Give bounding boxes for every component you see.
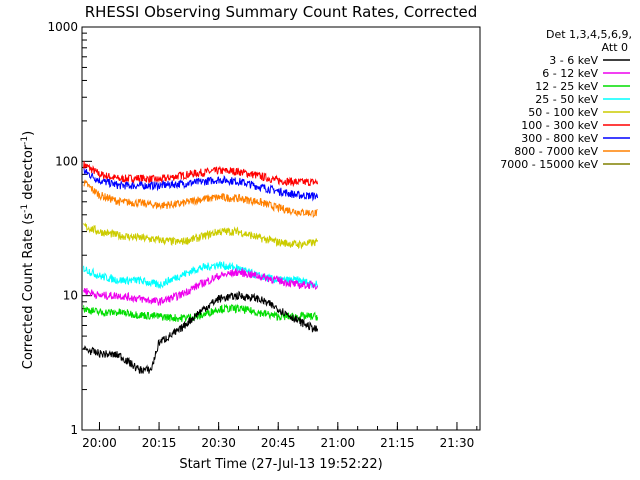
legend-entry-label: 800 - 7000 keV xyxy=(514,145,598,158)
series-line xyxy=(83,267,319,306)
series-line xyxy=(83,168,319,202)
chart-title: RHESSI Observing Summary Count Rates, Co… xyxy=(85,3,478,21)
x-tick-label: 20:00 xyxy=(82,436,117,450)
series-line xyxy=(83,222,319,250)
y-tick-label: 1000 xyxy=(47,20,78,34)
legend-entry-label: 12 - 25 keV xyxy=(535,80,598,93)
legend-entry-label: 6 - 12 keV xyxy=(542,67,598,80)
x-tick-label: 20:45 xyxy=(261,436,296,450)
legend-entry-label: 50 - 100 keV xyxy=(528,106,598,119)
legend-entry-label: 7000 - 15000 keV xyxy=(500,158,598,171)
legend-header-1: Det 1,3,4,5,6,9, xyxy=(546,28,632,41)
x-axis-label: Start Time (27-Jul-13 19:52:22) xyxy=(179,457,382,472)
x-tick-label: 21:00 xyxy=(321,436,356,450)
y-tick-label: 100 xyxy=(55,154,78,168)
series-line xyxy=(83,290,319,374)
series-line xyxy=(83,161,319,188)
y-tick-label: 1 xyxy=(70,423,78,437)
y-tick-label: 10 xyxy=(63,289,78,303)
x-tick-label: 21:15 xyxy=(380,436,415,450)
plot-area: 1 10 100 1000 20:00 20:15 20:30 20:45 21:00 21:15… xyxy=(47,20,481,450)
series-line xyxy=(83,179,318,219)
legend-entry-label: 25 - 50 keV xyxy=(535,93,598,106)
legend-entry-label: 300 - 800 keV xyxy=(521,132,598,145)
legend-header-2: Att 0 xyxy=(602,41,628,54)
legend-entry-label: 100 - 300 keV xyxy=(521,119,598,132)
x-tick-label: 21:30 xyxy=(440,436,475,450)
x-tick-label: 20:30 xyxy=(201,436,236,450)
plot-frame xyxy=(81,26,481,431)
series-line xyxy=(83,303,319,323)
x-tick-label: 20:15 xyxy=(142,436,177,450)
legend-entry-label: 3 - 6 keV xyxy=(549,54,598,67)
series-line xyxy=(83,260,319,290)
y-axis-label: Corrected Count Rate (s-1 detector-1) xyxy=(20,131,36,369)
